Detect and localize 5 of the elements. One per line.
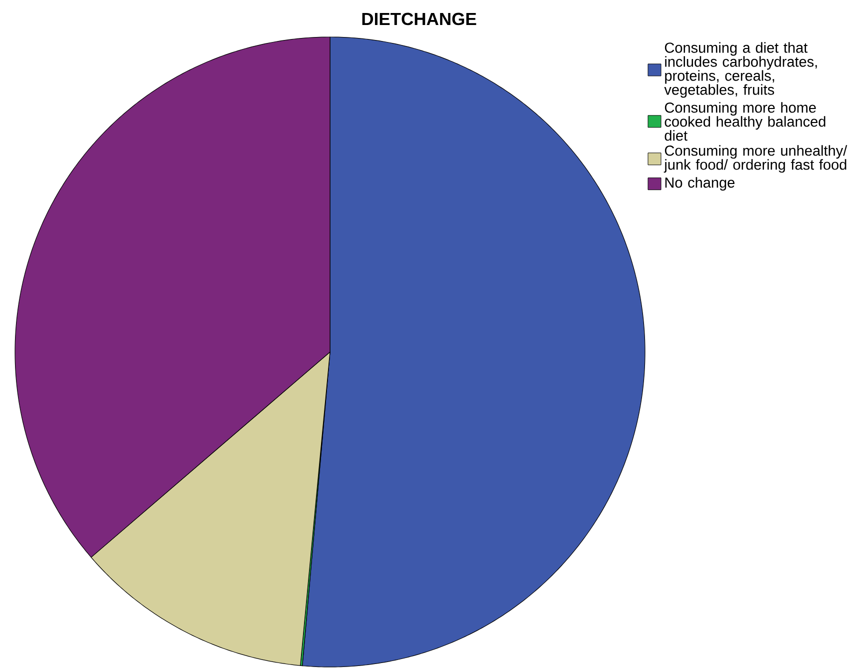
legend-label: Consuming a diet that includes carbohydrates, proteins, cereals, vegetables, fruits <box>664 42 817 98</box>
legend-label: Consuming more unhealthy/ junk food/ ordering fast food <box>664 145 848 173</box>
chart-title: DIETCHANGE <box>362 12 476 26</box>
legend-label: No change <box>665 177 734 191</box>
legend-label: Consuming more home cooked healthy balanced diet <box>664 102 826 141</box>
